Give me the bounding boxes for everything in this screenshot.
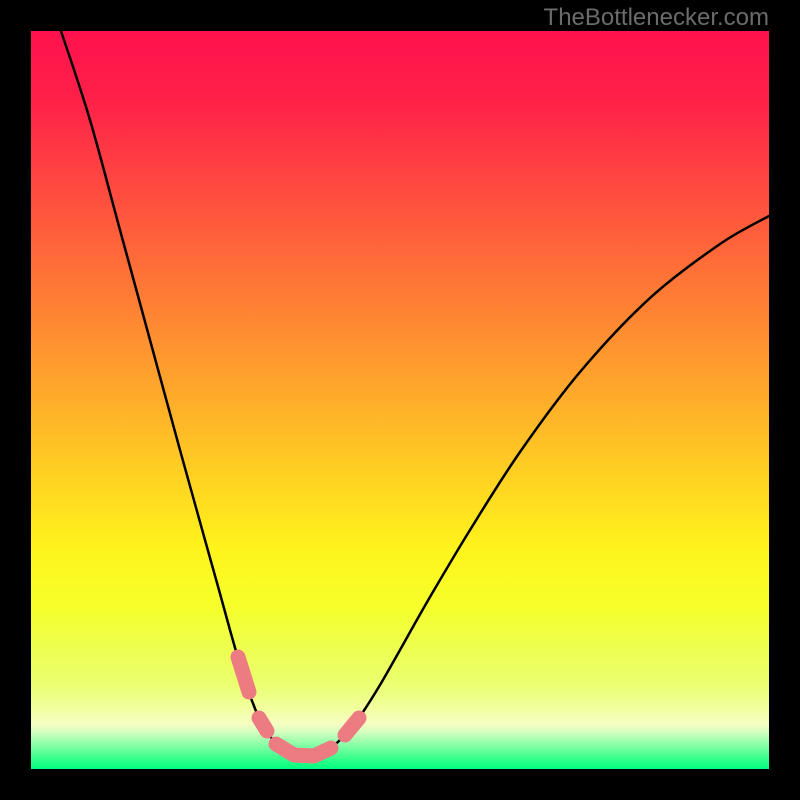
bottleneck-curve [61,31,769,757]
marker-segment-1 [259,718,267,731]
stage: TheBottlenecker.com [0,0,800,800]
watermark-text: TheBottlenecker.com [544,4,769,32]
marker-segment-0 [238,657,249,692]
highlight-markers [238,657,359,756]
plot-overlay [0,0,800,800]
marker-segment-2 [276,744,331,756]
marker-segment-3 [345,718,359,735]
